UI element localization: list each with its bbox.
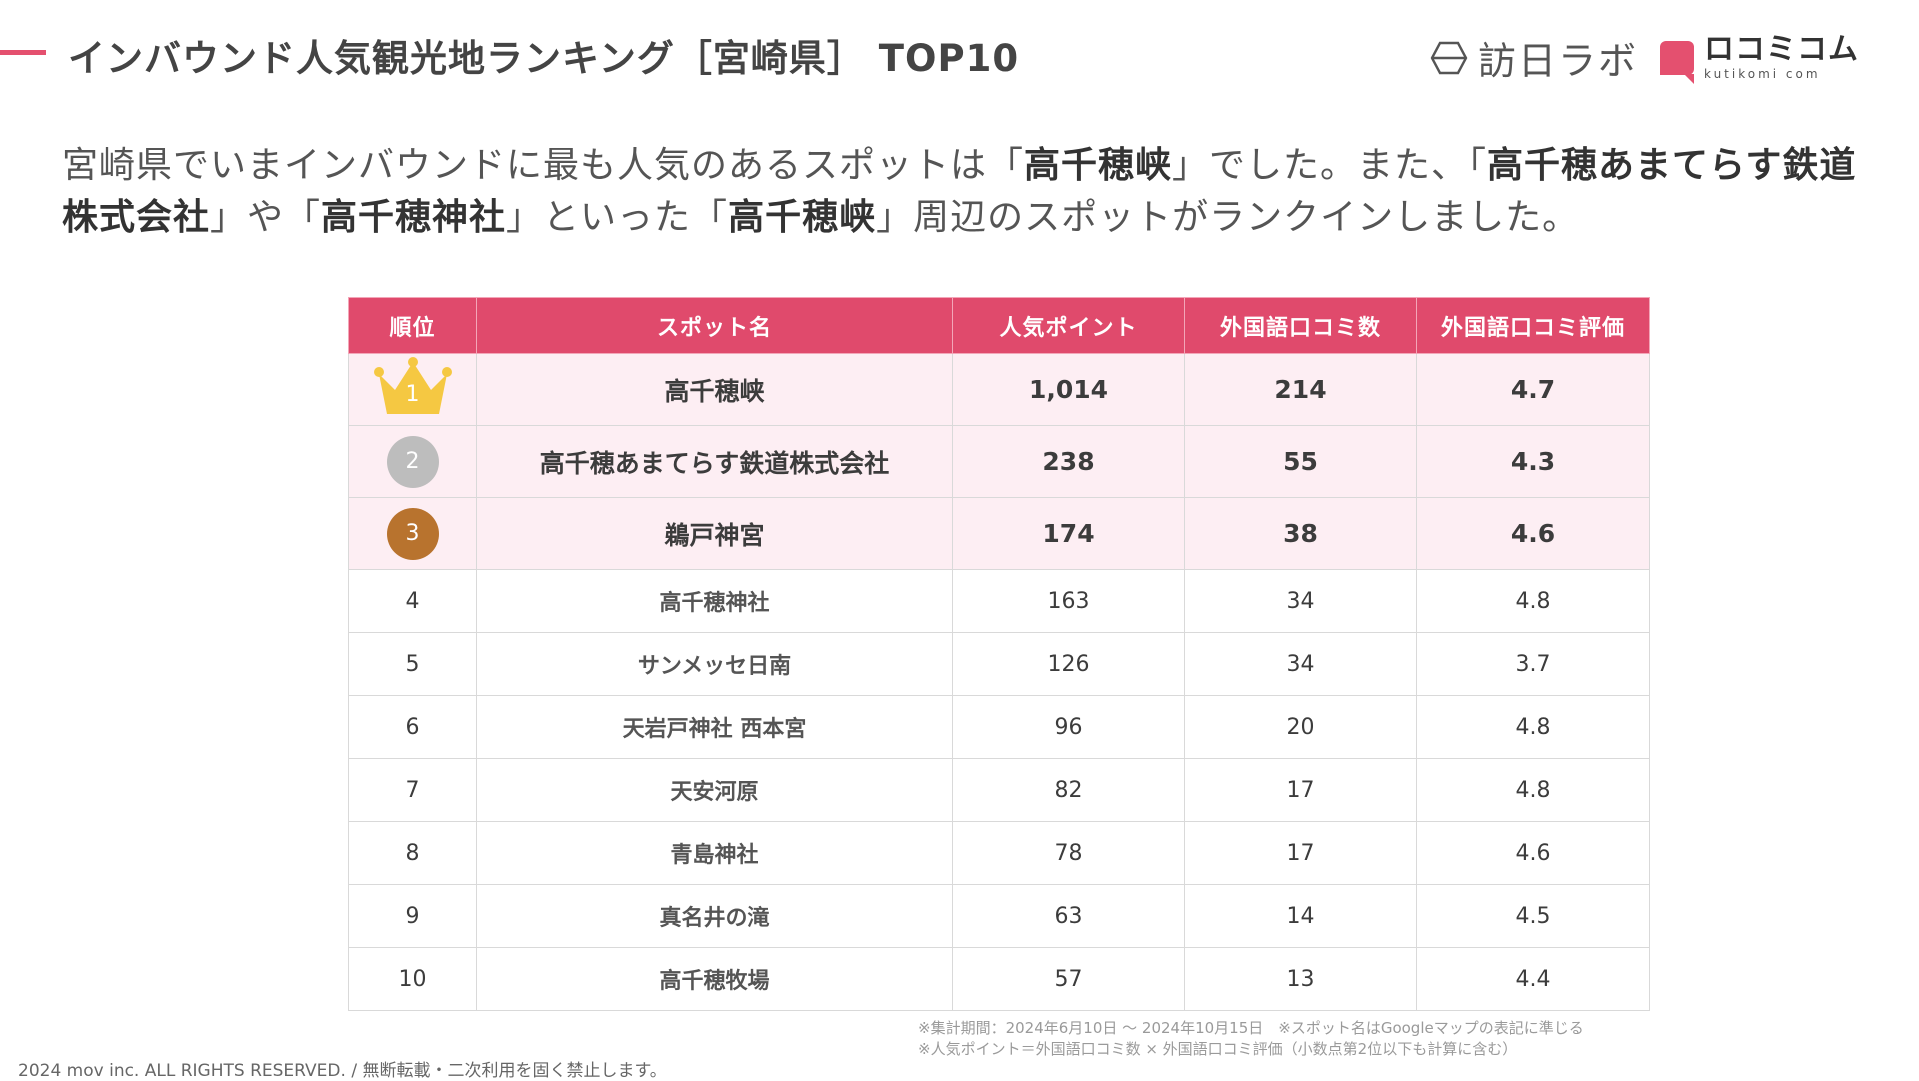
lead-highlight: 高千穂あまてらす鉄道株式会社 [62, 145, 1857, 238]
lead-text: 」周辺のスポットがランクインしました。 [876, 197, 1580, 238]
table-header-row: 順位 スポット名 人気ポイント 外国語口コミ数 外国語口コミ評価 [348, 297, 1650, 354]
review-rating: 4.6 [1416, 821, 1650, 885]
popularity-points: 1,014 [952, 353, 1185, 426]
rank-cell: 6 [348, 695, 477, 759]
spot-name: 天岩戸神社 西本宮 [476, 695, 953, 759]
table-row: 3 鵜戸神宮 174 38 4.6 [348, 497, 1650, 570]
review-rating: 4.7 [1416, 353, 1650, 426]
rank-cell: 10 [348, 947, 477, 1011]
popularity-points: 174 [952, 497, 1185, 570]
table-row: 2 高千穂あまてらす鉄道株式会社 238 55 4.3 [348, 425, 1650, 498]
lead-text: 」や「 [210, 197, 322, 238]
spot-name: 天安河原 [476, 758, 953, 822]
lead-text: 」といった「 [506, 197, 729, 238]
table-row: 5 サンメッセ日南 126 34 3.7 [348, 632, 1650, 696]
review-rating: 4.8 [1416, 758, 1650, 822]
houlab-hexagon-icon [1430, 41, 1468, 74]
popularity-points: 82 [952, 758, 1185, 822]
review-count: 38 [1184, 497, 1417, 570]
speech-bubble-icon [1660, 40, 1694, 84]
bronze-badge: 3 [386, 507, 439, 560]
rank-cell: 7 [348, 758, 477, 822]
spot-name: 青島神社 [476, 821, 953, 885]
spot-name: 高千穂神社 [476, 569, 953, 633]
popularity-points: 63 [952, 884, 1185, 948]
table-row: 6 天岩戸神社 西本宮 96 20 4.8 [348, 695, 1650, 759]
review-rating: 4.3 [1416, 425, 1650, 498]
review-rating: 3.7 [1416, 632, 1650, 696]
footnote-period: ※集計期間：2024年6月10日 〜 2024年10月15日 ※スポット名はGo… [918, 1019, 1584, 1037]
page-title: インバウンド人気観光地ランキング［宮崎県］ TOP10 [68, 37, 1020, 80]
houlab-logo: 訪日ラボ [1430, 30, 1638, 85]
table-row: 1 高千穂峡 1,014 214 4.7 [348, 353, 1650, 426]
table-row: 9 真名井の滝 63 14 4.5 [348, 884, 1650, 948]
table-row: 4 高千穂神社 163 34 4.8 [348, 569, 1650, 633]
header-reviews: 外国語口コミ数 [1184, 297, 1417, 354]
spot-name: サンメッセ日南 [476, 632, 953, 696]
rank-cell: 3 [348, 497, 477, 570]
table-row: 10 高千穂牧場 57 13 4.4 [348, 947, 1650, 1011]
header-spot: スポット名 [476, 297, 953, 354]
rank-cell: 9 [348, 884, 477, 948]
review-count: 34 [1184, 632, 1417, 696]
popularity-points: 78 [952, 821, 1185, 885]
spot-name: 高千穂あまてらす鉄道株式会社 [476, 425, 953, 498]
rank-number: 1 [405, 381, 420, 407]
popularity-points: 163 [952, 569, 1185, 633]
silver-badge: 2 [386, 435, 439, 488]
kuchikomi-logo-text: ロコミコム [1704, 32, 1859, 67]
header-rank: 順位 [348, 297, 477, 354]
header-points: 人気ポイント [952, 297, 1185, 354]
spot-name: 高千穂牧場 [476, 947, 953, 1011]
lead-highlight: 高千穂神社 [321, 197, 507, 238]
lead-paragraph: 宮崎県でいまインバウンドに最も人気のあるスポットは「高千穂峡」でした。また、「高… [62, 140, 1882, 244]
logo-group: 訪日ラボ ロコミコム kutikomi com [1430, 30, 1859, 85]
gold-crown-icon [373, 356, 452, 414]
lead-text: 」でした。また、「 [1172, 145, 1488, 186]
lead-highlight: 高千穂峡 [1024, 145, 1173, 186]
lead-highlight: 高千穂峡 [728, 197, 877, 238]
rank-cell: 1 [348, 353, 477, 426]
footnotes: ※集計期間：2024年6月10日 〜 2024年10月15日 ※スポット名はGo… [918, 1018, 1584, 1060]
header-rating: 外国語口コミ評価 [1416, 297, 1650, 354]
spot-name: 鵜戸神宮 [476, 497, 953, 570]
review-count: 214 [1184, 353, 1417, 426]
review-count: 20 [1184, 695, 1417, 759]
rank-cell: 2 [348, 425, 477, 498]
table-row: 8 青島神社 78 17 4.6 [348, 821, 1650, 885]
table-row: 7 天安河原 82 17 4.8 [348, 758, 1650, 822]
review-rating: 4.8 [1416, 569, 1650, 633]
review-rating: 4.5 [1416, 884, 1650, 948]
title-accent-bar [0, 50, 46, 55]
review-count: 17 [1184, 821, 1417, 885]
popularity-points: 238 [952, 425, 1185, 498]
review-count: 13 [1184, 947, 1417, 1011]
review-count: 34 [1184, 569, 1417, 633]
review-rating: 4.8 [1416, 695, 1650, 759]
review-rating: 4.6 [1416, 497, 1650, 570]
rank-cell: 8 [348, 821, 477, 885]
houlab-logo-text: 訪日ラボ [1477, 39, 1638, 83]
lead-text: 宮崎県でいまインバウンドに最も人気のあるスポットは「 [62, 145, 1025, 186]
review-count: 14 [1184, 884, 1417, 948]
spot-name: 高千穂峡 [476, 353, 953, 426]
popularity-points: 57 [952, 947, 1185, 1011]
rank-cell: 4 [348, 569, 477, 633]
ranking-table: 順位 スポット名 人気ポイント 外国語口コミ数 外国語口コミ評価 1 高千穂 [348, 297, 1650, 1011]
kuchikomi-logo: ロコミコム kutikomi com [1660, 32, 1859, 84]
review-rating: 4.4 [1416, 947, 1650, 1011]
review-count: 55 [1184, 425, 1417, 498]
popularity-points: 96 [952, 695, 1185, 759]
rank-cell: 5 [348, 632, 477, 696]
spot-name: 真名井の滝 [476, 884, 953, 948]
copyright-footer: 2024 mov inc. ALL RIGHTS RESERVED. / 無断転… [18, 1061, 667, 1081]
kuchikomi-logo-subtext: kutikomi com [1704, 67, 1821, 81]
footnote-formula: ※人気ポイント＝外国語口コミ数 × 外国語口コミ評価（小数点第2位以下も計算に含… [918, 1040, 1518, 1058]
review-count: 17 [1184, 758, 1417, 822]
popularity-points: 126 [952, 632, 1185, 696]
